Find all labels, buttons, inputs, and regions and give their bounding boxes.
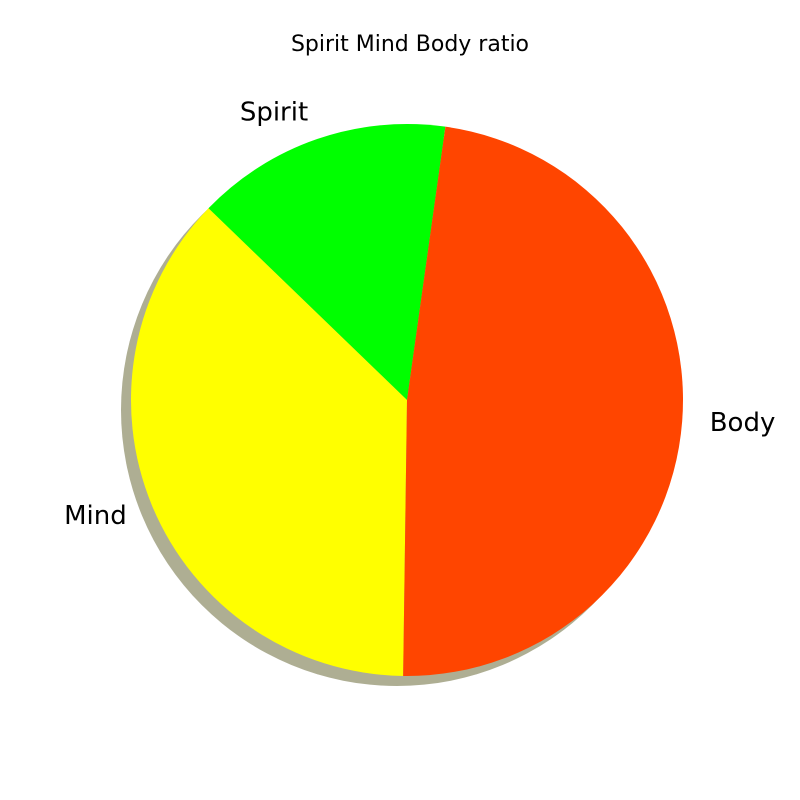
pie-slice-spirit — [208, 124, 446, 401]
pie-slice-body — [403, 126, 684, 676]
slice-label-spirit: Spirit — [240, 97, 308, 127]
chart-title: Spirit Mind Body ratio — [291, 32, 529, 57]
slice-label-body: Body — [710, 408, 776, 438]
pie-slice-mind — [130, 208, 407, 676]
pie-slices — [130, 124, 684, 676]
slice-label-mind: Mind — [64, 501, 127, 531]
pie-labels: Spirit Mind Body — [64, 97, 775, 531]
